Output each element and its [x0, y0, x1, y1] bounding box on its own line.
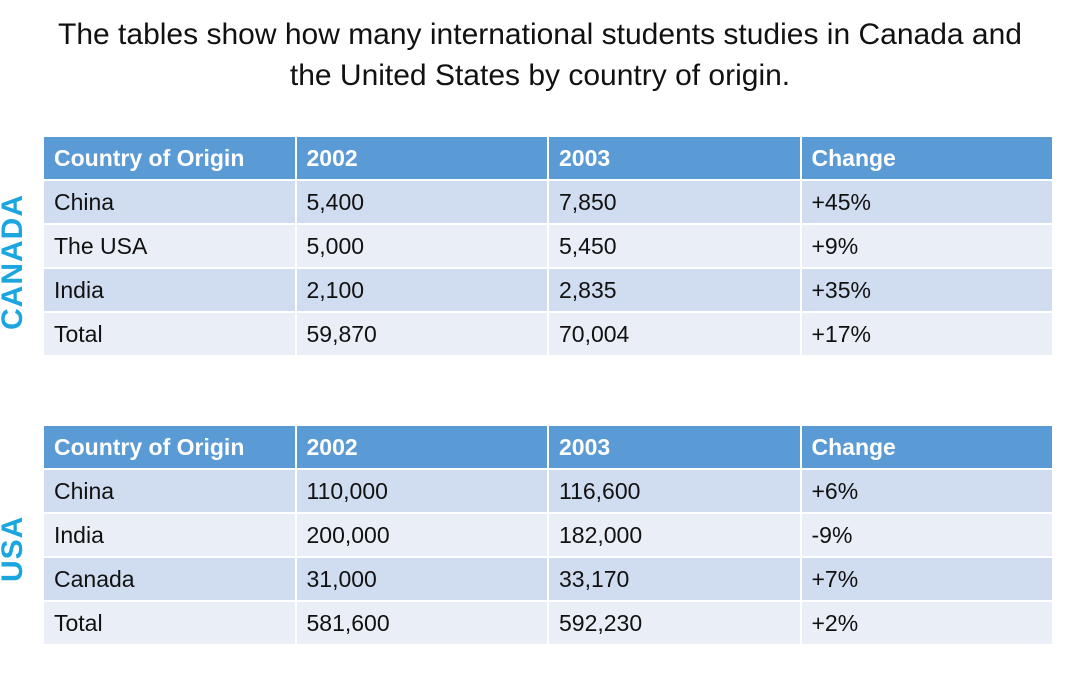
table-row: China 5,400 7,850 +45% — [44, 181, 1052, 223]
usa-table: Country of Origin 2002 2003 Change China… — [42, 424, 1054, 646]
table-cell: 5,450 — [549, 225, 800, 267]
table-cell: Total — [44, 602, 295, 644]
table-cell: 116,600 — [549, 470, 800, 512]
table-cell: 59,870 — [296, 313, 547, 355]
table-cell: India — [44, 269, 295, 311]
table-cell: +45% — [801, 181, 1052, 223]
title-line-1: The tables show how many international s… — [58, 18, 1022, 51]
page-title: The tables show how many international s… — [0, 14, 1080, 96]
table-row: Canada 31,000 33,170 +7% — [44, 558, 1052, 600]
column-header: Change — [801, 137, 1052, 179]
table-cell: China — [44, 181, 295, 223]
table-row: China 110,000 116,600 +6% — [44, 470, 1052, 512]
table-cell: 31,000 — [296, 558, 547, 600]
table-cell: 70,004 — [549, 313, 800, 355]
column-header: Country of Origin — [44, 137, 295, 179]
column-header: Change — [801, 426, 1052, 468]
table-cell: 2,835 — [549, 269, 800, 311]
column-header: 2003 — [549, 137, 800, 179]
table-row: India 200,000 182,000 -9% — [44, 514, 1052, 556]
title-line-2: the United States by country of origin. — [289, 59, 791, 92]
table-row: Total 59,870 70,004 +17% — [44, 313, 1052, 355]
table-cell: +17% — [801, 313, 1052, 355]
table-cell: Total — [44, 313, 295, 355]
table-cell: 5,000 — [296, 225, 547, 267]
canada-side-label: CANADA — [0, 194, 29, 330]
table-row: Total 581,600 592,230 +2% — [44, 602, 1052, 644]
table-cell: +6% — [801, 470, 1052, 512]
table-cell: +2% — [801, 602, 1052, 644]
table-cell: +7% — [801, 558, 1052, 600]
table-cell: +9% — [801, 225, 1052, 267]
table-cell: 7,850 — [549, 181, 800, 223]
column-header: 2002 — [296, 426, 547, 468]
table-cell: +35% — [801, 269, 1052, 311]
table-cell: China — [44, 470, 295, 512]
table-cell: The USA — [44, 225, 295, 267]
table-header-row: Country of Origin 2002 2003 Change — [44, 137, 1052, 179]
usa-side-label: USA — [0, 515, 29, 582]
table-cell: 5,400 — [296, 181, 547, 223]
table-cell: 200,000 — [296, 514, 547, 556]
column-header: Country of Origin — [44, 426, 295, 468]
table-cell: -9% — [801, 514, 1052, 556]
table-cell: 581,600 — [296, 602, 547, 644]
column-header: 2003 — [549, 426, 800, 468]
canada-table: Country of Origin 2002 2003 Change China… — [42, 135, 1054, 357]
table-row: The USA 5,000 5,450 +9% — [44, 225, 1052, 267]
column-header: 2002 — [296, 137, 547, 179]
table-cell: 110,000 — [296, 470, 547, 512]
table-cell: 2,100 — [296, 269, 547, 311]
table-cell: India — [44, 514, 295, 556]
table-cell: 182,000 — [549, 514, 800, 556]
table-cell: Canada — [44, 558, 295, 600]
table-row: India 2,100 2,835 +35% — [44, 269, 1052, 311]
table-cell: 592,230 — [549, 602, 800, 644]
table-header-row: Country of Origin 2002 2003 Change — [44, 426, 1052, 468]
table-cell: 33,170 — [549, 558, 800, 600]
